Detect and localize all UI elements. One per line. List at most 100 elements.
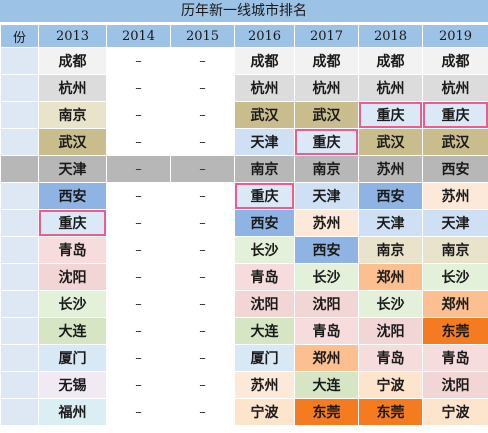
city-cell[interactable]: 杭州 xyxy=(38,74,107,102)
city-cell[interactable]: 长沙 xyxy=(38,290,107,318)
city-cell[interactable]: 东莞 xyxy=(358,398,423,426)
empty-year-cell[interactable]: – xyxy=(170,317,235,345)
city-cell[interactable]: 郑州 xyxy=(358,263,423,291)
empty-year-cell[interactable]: – xyxy=(170,74,235,102)
row-index-cell[interactable] xyxy=(0,101,39,129)
city-cell[interactable]: 青岛 xyxy=(294,317,359,345)
header-first-col[interactable]: 份 xyxy=(0,24,39,48)
city-cell[interactable]: 西安 xyxy=(234,209,295,237)
empty-year-cell[interactable]: – xyxy=(106,236,171,264)
row-index-cell[interactable] xyxy=(0,236,39,264)
city-cell[interactable]: 杭州 xyxy=(234,74,295,102)
header-year-2017[interactable]: 2017 xyxy=(294,24,359,48)
empty-year-cell[interactable]: – xyxy=(106,290,171,318)
empty-year-cell[interactable]: – xyxy=(106,101,171,129)
city-cell[interactable]: 无锡 xyxy=(38,371,107,399)
city-cell[interactable]: 沈阳 xyxy=(38,263,107,291)
city-cell[interactable]: 苏州 xyxy=(294,209,359,237)
row-index-cell[interactable] xyxy=(0,155,39,183)
city-cell[interactable]: 郑州 xyxy=(294,344,359,372)
city-cell[interactable]: 天津 xyxy=(294,182,359,210)
city-cell[interactable]: 青岛 xyxy=(422,344,488,372)
city-cell[interactable]: 南京 xyxy=(234,155,295,183)
city-cell[interactable]: 西安 xyxy=(294,236,359,264)
empty-year-cell[interactable]: – xyxy=(170,263,235,291)
city-cell[interactable]: 天津 xyxy=(234,128,295,156)
city-cell[interactable]: 南京 xyxy=(422,236,488,264)
empty-year-cell[interactable]: – xyxy=(170,155,235,183)
city-cell[interactable]: 武汉 xyxy=(422,128,488,156)
city-cell[interactable]: 南京 xyxy=(294,155,359,183)
city-cell[interactable]: 成都 xyxy=(234,47,295,75)
city-cell[interactable]: 武汉 xyxy=(234,101,295,129)
header-year-2018[interactable]: 2018 xyxy=(358,24,423,48)
empty-year-cell[interactable]: – xyxy=(106,317,171,345)
empty-year-cell[interactable]: – xyxy=(170,344,235,372)
empty-year-cell[interactable]: – xyxy=(170,47,235,75)
city-cell[interactable]: 长沙 xyxy=(294,263,359,291)
empty-year-cell[interactable]: – xyxy=(106,344,171,372)
city-cell[interactable]: 天津 xyxy=(38,155,107,183)
city-cell[interactable]: 厦门 xyxy=(234,344,295,372)
city-cell[interactable]: 苏州 xyxy=(422,182,488,210)
empty-year-cell[interactable]: – xyxy=(170,236,235,264)
city-cell[interactable]: 青岛 xyxy=(234,263,295,291)
empty-year-cell[interactable]: – xyxy=(106,209,171,237)
city-cell[interactable]: 天津 xyxy=(422,209,488,237)
city-cell[interactable]: 重庆 xyxy=(234,182,295,210)
city-cell[interactable]: 大连 xyxy=(234,317,295,345)
city-cell[interactable]: 成都 xyxy=(358,47,423,75)
city-cell[interactable]: 重庆 xyxy=(422,101,488,129)
city-cell[interactable]: 大连 xyxy=(294,371,359,399)
row-index-cell[interactable] xyxy=(0,128,39,156)
city-cell[interactable]: 武汉 xyxy=(358,128,423,156)
city-cell[interactable]: 杭州 xyxy=(422,74,488,102)
city-cell[interactable]: 沈阳 xyxy=(294,290,359,318)
city-cell[interactable]: 杭州 xyxy=(294,74,359,102)
city-cell[interactable]: 宁波 xyxy=(358,371,423,399)
city-cell[interactable]: 南京 xyxy=(38,101,107,129)
row-index-cell[interactable] xyxy=(0,74,39,102)
header-year-2014[interactable]: 2014 xyxy=(106,24,171,48)
city-cell[interactable]: 天津 xyxy=(358,209,423,237)
row-index-cell[interactable] xyxy=(0,398,39,426)
empty-year-cell[interactable]: – xyxy=(106,398,171,426)
city-cell[interactable]: 青岛 xyxy=(38,236,107,264)
city-cell[interactable]: 南京 xyxy=(358,236,423,264)
city-cell[interactable]: 重庆 xyxy=(358,101,423,129)
empty-year-cell[interactable]: – xyxy=(170,101,235,129)
empty-year-cell[interactable]: – xyxy=(106,371,171,399)
city-cell[interactable]: 大连 xyxy=(38,317,107,345)
city-cell[interactable]: 成都 xyxy=(422,47,488,75)
empty-year-cell[interactable]: – xyxy=(106,263,171,291)
city-cell[interactable]: 重庆 xyxy=(294,128,359,156)
header-year-2016[interactable]: 2016 xyxy=(234,24,295,48)
city-cell[interactable]: 厦门 xyxy=(38,344,107,372)
empty-year-cell[interactable]: – xyxy=(170,398,235,426)
empty-year-cell[interactable]: – xyxy=(106,74,171,102)
empty-year-cell[interactable]: – xyxy=(106,128,171,156)
city-cell[interactable]: 福州 xyxy=(38,398,107,426)
city-cell[interactable]: 重庆 xyxy=(38,209,107,237)
city-cell[interactable]: 长沙 xyxy=(422,263,488,291)
city-cell[interactable]: 长沙 xyxy=(358,290,423,318)
city-cell[interactable]: 长沙 xyxy=(234,236,295,264)
city-cell[interactable]: 郑州 xyxy=(422,290,488,318)
empty-year-cell[interactable]: – xyxy=(170,128,235,156)
city-cell[interactable]: 沈阳 xyxy=(358,317,423,345)
row-index-cell[interactable] xyxy=(0,317,39,345)
city-cell[interactable]: 宁波 xyxy=(234,398,295,426)
city-cell[interactable]: 武汉 xyxy=(38,128,107,156)
header-year-2019[interactable]: 2019 xyxy=(422,24,488,48)
header-year-2013[interactable]: 2013 xyxy=(38,24,107,48)
row-index-cell[interactable] xyxy=(0,344,39,372)
empty-year-cell[interactable]: – xyxy=(170,290,235,318)
city-cell[interactable]: 苏州 xyxy=(358,155,423,183)
empty-year-cell[interactable]: – xyxy=(106,47,171,75)
row-index-cell[interactable] xyxy=(0,263,39,291)
empty-year-cell[interactable]: – xyxy=(106,182,171,210)
row-index-cell[interactable] xyxy=(0,209,39,237)
city-cell[interactable]: 杭州 xyxy=(358,74,423,102)
city-cell[interactable]: 沈阳 xyxy=(234,290,295,318)
empty-year-cell[interactable]: – xyxy=(170,182,235,210)
